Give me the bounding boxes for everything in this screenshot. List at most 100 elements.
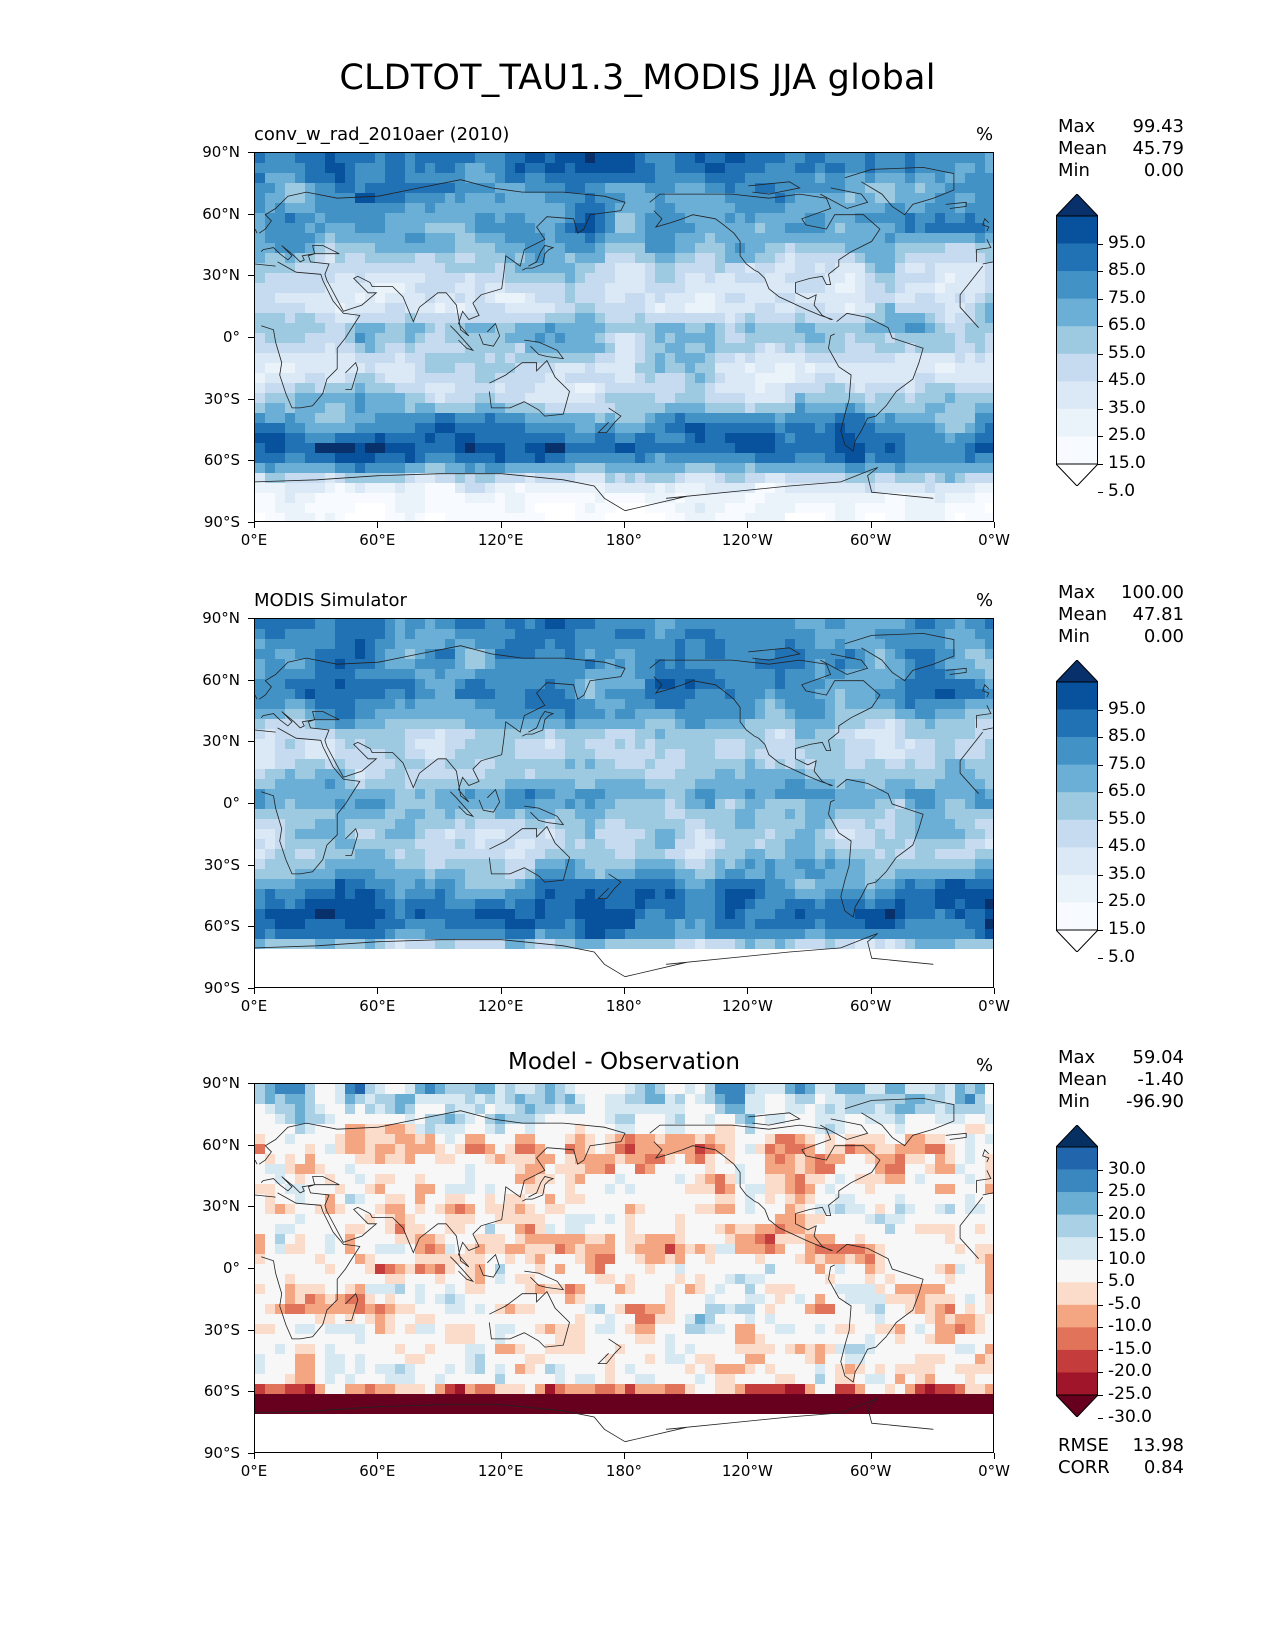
heatmap-cell — [255, 263, 266, 274]
heatmap-cell — [785, 859, 796, 870]
heatmap-cell — [865, 333, 876, 344]
heatmap-cell — [295, 513, 306, 521]
heatmap-cell — [615, 493, 626, 504]
heatmap-cell — [965, 799, 976, 810]
heatmap-cell — [755, 779, 766, 790]
heatmap-cell — [725, 619, 736, 630]
heatmap-cell — [275, 799, 286, 810]
heatmap-cell — [735, 313, 746, 324]
heatmap-cell — [665, 829, 676, 840]
heatmap-cell — [835, 373, 846, 384]
heatmap-cell — [935, 649, 946, 660]
heatmap-cell — [615, 293, 626, 304]
heatmap-cell — [545, 303, 556, 314]
heatmap-cell — [645, 393, 656, 404]
heatmap-cell — [855, 313, 866, 324]
heatmap-cell — [555, 899, 566, 910]
heatmap-cell — [335, 849, 346, 860]
heatmap-cell — [575, 453, 586, 464]
heatmap-cell — [875, 363, 886, 374]
heatmap-cell — [945, 403, 956, 414]
heatmap-cell — [675, 273, 686, 284]
heatmap-cell — [875, 679, 886, 690]
heatmap-cell — [845, 173, 856, 184]
heatmap-cell — [295, 413, 306, 424]
heatmap-cell — [355, 513, 366, 521]
heatmap-cell — [925, 223, 936, 234]
heatmap-cell — [935, 493, 946, 504]
heatmap-cell — [315, 263, 326, 274]
heatmap-cell — [815, 513, 826, 521]
heatmap-cell — [315, 353, 326, 364]
heatmap-cell — [715, 493, 726, 504]
heatmap-cell — [975, 393, 986, 404]
heatmap-cell — [475, 819, 486, 830]
heatmap-cell — [725, 779, 736, 790]
heatmap-cell — [535, 649, 546, 660]
heatmap-cell — [975, 233, 986, 244]
heatmap-cell — [425, 619, 436, 630]
heatmap-cell — [325, 443, 336, 454]
heatmap-cell — [475, 173, 486, 184]
heatmap-cell — [975, 503, 986, 514]
heatmap-cell — [975, 323, 986, 334]
heatmap-cell — [275, 213, 286, 224]
heatmap-cell — [815, 879, 826, 890]
heatmap-cell — [275, 669, 286, 680]
heatmap-cell — [365, 183, 376, 194]
heatmap-cell — [855, 233, 866, 244]
heatmap-cell — [475, 193, 486, 204]
heatmap-cell — [855, 679, 866, 690]
heatmap-cell — [765, 383, 776, 394]
heatmap-cell — [385, 869, 396, 880]
heatmap-cell — [335, 869, 346, 880]
heatmap-cell — [255, 343, 266, 354]
heatmap-cell — [975, 839, 986, 850]
heatmap-cell — [925, 303, 936, 314]
heatmap-cell — [655, 869, 666, 880]
heatmap-cell — [775, 333, 786, 344]
heatmap-cell — [985, 203, 993, 214]
heatmap-cell — [705, 323, 716, 334]
heatmap-cell — [985, 759, 993, 770]
heatmap-cell — [355, 333, 366, 344]
heatmap-cell — [685, 799, 696, 810]
heatmap-cell — [715, 293, 726, 304]
heatmap-cell — [385, 799, 396, 810]
heatmap-cell — [265, 463, 276, 474]
heatmap-cell — [805, 173, 816, 184]
heatmap-cell — [635, 789, 646, 800]
heatmap-cell — [535, 709, 546, 720]
heatmap-cell — [865, 503, 876, 514]
heatmap-cell — [625, 163, 636, 174]
heatmap-cell — [355, 819, 366, 830]
heatmap-cell — [945, 869, 956, 880]
heatmap-cell — [455, 869, 466, 880]
heatmap-cell — [485, 839, 496, 850]
heatmap-cell — [305, 413, 316, 424]
heatmap-cell — [925, 849, 936, 860]
heatmap-cell — [635, 503, 646, 514]
heatmap-cell — [365, 223, 376, 234]
heatmap-cell — [265, 513, 276, 521]
heatmap-cell — [275, 393, 286, 404]
heatmap-cell — [395, 669, 406, 680]
heatmap-cell — [955, 383, 966, 394]
heatmap-cell — [305, 283, 316, 294]
heatmap-cell — [545, 323, 556, 334]
heatmap-cell — [495, 749, 506, 760]
heatmap-cell — [735, 223, 746, 234]
heatmap-cell — [945, 689, 956, 700]
heatmap-cell — [775, 889, 786, 900]
heatmap-cell — [375, 363, 386, 374]
heatmap-cell — [645, 739, 656, 750]
heatmap-cell — [725, 483, 736, 494]
heatmap-cell — [745, 769, 756, 780]
heatmap-cell — [365, 393, 376, 404]
heatmap-cell — [655, 493, 666, 504]
heatmap-cell — [315, 679, 326, 690]
heatmap-cell — [815, 699, 826, 710]
heatmap-cell — [845, 503, 856, 514]
heatmap-cell — [335, 283, 346, 294]
heatmap-cell — [835, 769, 846, 780]
